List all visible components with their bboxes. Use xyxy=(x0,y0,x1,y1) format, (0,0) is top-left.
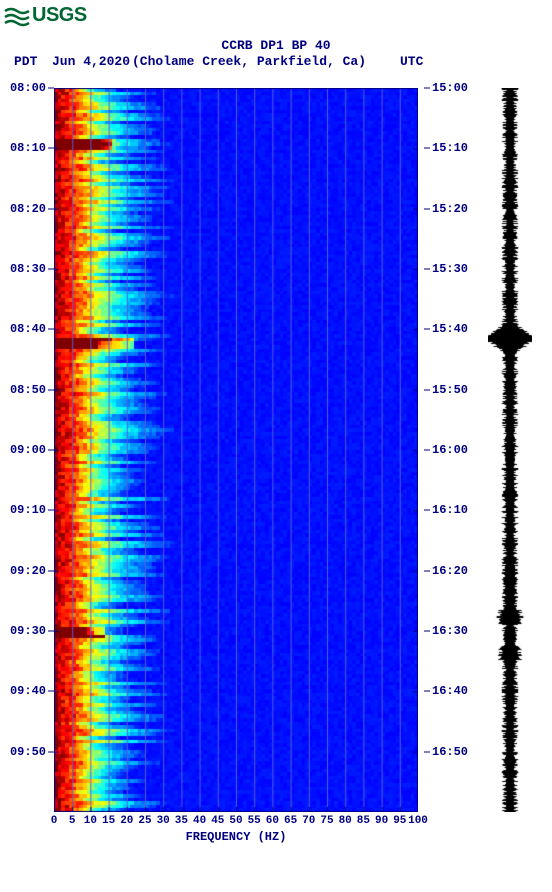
time-tick-label: 09:40 xyxy=(10,684,46,698)
time-tick-label: 16:30 xyxy=(432,624,468,638)
wave-icon xyxy=(4,5,30,27)
freq-tick-label: 60 xyxy=(266,815,279,827)
time-tick-label: 16:00 xyxy=(432,443,468,457)
left-time-axis: 08:0008:1008:2008:3008:4008:5009:0009:10… xyxy=(8,88,52,812)
freq-tick-label: 0 xyxy=(51,815,58,827)
freq-tick-label: 35 xyxy=(175,815,188,827)
freq-tick-label: 55 xyxy=(248,815,261,827)
time-tick-label: 16:10 xyxy=(432,503,468,517)
time-tick-label: 09:00 xyxy=(10,443,46,457)
time-tick-label: 09:10 xyxy=(10,503,46,517)
freq-tick-label: 95 xyxy=(393,815,406,827)
usgs-logo: USGS xyxy=(4,4,87,27)
left-timezone-label: PDT xyxy=(14,54,37,69)
freq-tick-label: 45 xyxy=(211,815,224,827)
time-tick-label: 09:30 xyxy=(10,624,46,638)
freq-tick-label: 80 xyxy=(339,815,352,827)
time-tick-label: 15:40 xyxy=(432,322,468,336)
time-tick-label: 08:20 xyxy=(10,202,46,216)
time-tick-label: 09:50 xyxy=(10,745,46,759)
freq-tick-label: 50 xyxy=(229,815,242,827)
time-tick-label: 08:40 xyxy=(10,322,46,336)
freq-tick-label: 70 xyxy=(302,815,315,827)
freq-tick-label: 5 xyxy=(69,815,76,827)
time-tick-label: 15:50 xyxy=(432,383,468,397)
location-label: (Cholame Creek, Parkfield, Ca) xyxy=(132,54,366,69)
frequency-axis-label: FREQUENCY (HZ) xyxy=(54,830,418,844)
freq-tick-label: 90 xyxy=(375,815,388,827)
time-tick-label: 16:20 xyxy=(432,564,468,578)
time-tick-label: 15:20 xyxy=(432,202,468,216)
freq-tick-label: 40 xyxy=(193,815,206,827)
time-tick-label: 09:20 xyxy=(10,564,46,578)
spectrogram xyxy=(54,88,418,812)
freq-tick-label: 30 xyxy=(157,815,170,827)
date-label: Jun 4,2020 xyxy=(52,54,130,69)
time-tick-label: 15:00 xyxy=(432,81,468,95)
freq-tick-label: 100 xyxy=(408,815,428,827)
freq-tick-label: 20 xyxy=(120,815,133,827)
time-tick-label: 08:10 xyxy=(10,141,46,155)
time-tick-label: 15:10 xyxy=(432,141,468,155)
freq-tick-label: 75 xyxy=(320,815,333,827)
time-tick-label: 16:40 xyxy=(432,684,468,698)
freq-tick-label: 65 xyxy=(284,815,297,827)
time-tick-label: 08:30 xyxy=(10,262,46,276)
time-tick-label: 08:00 xyxy=(10,81,46,95)
waveform-panel xyxy=(488,88,532,812)
right-time-axis: 15:0015:1015:2015:3015:4015:5016:0016:10… xyxy=(426,88,470,812)
time-tick-label: 15:30 xyxy=(432,262,468,276)
logo-text: USGS xyxy=(32,4,87,27)
chart-title: CCRB DP1 BP 40 xyxy=(0,38,552,53)
right-timezone-label: UTC xyxy=(400,54,423,69)
time-tick-label: 08:50 xyxy=(10,383,46,397)
freq-tick-label: 15 xyxy=(102,815,115,827)
freq-tick-label: 10 xyxy=(84,815,97,827)
plot-area: 08:0008:1008:2008:3008:4008:5009:0009:10… xyxy=(8,88,544,868)
freq-tick-label: 25 xyxy=(138,815,151,827)
freq-tick-label: 85 xyxy=(357,815,370,827)
time-tick-label: 16:50 xyxy=(432,745,468,759)
